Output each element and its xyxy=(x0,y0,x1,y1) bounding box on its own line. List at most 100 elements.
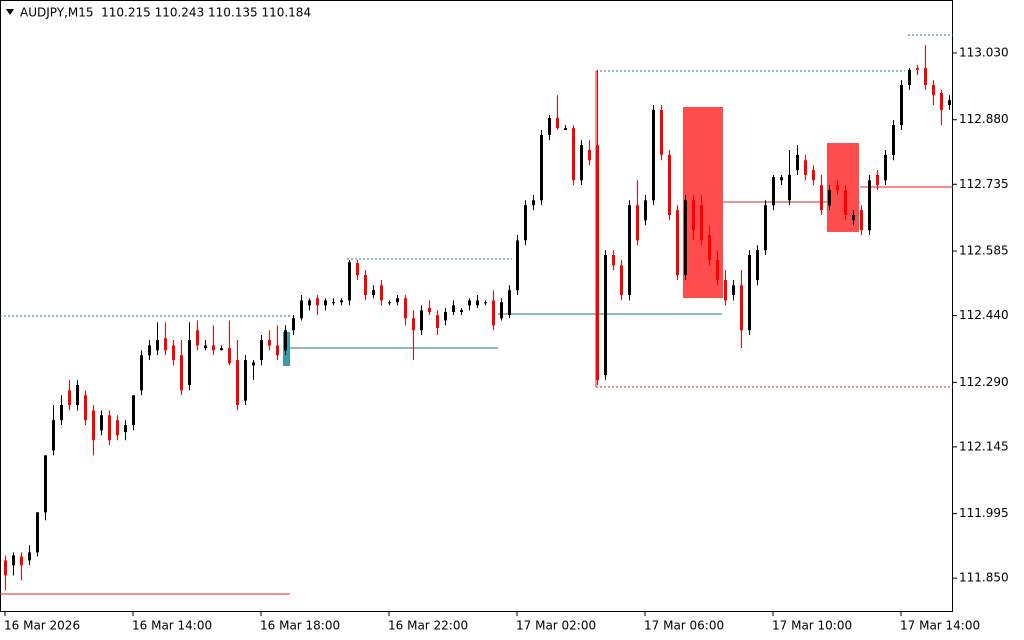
candle-body xyxy=(852,214,855,221)
candle-body xyxy=(84,395,87,421)
candle-body xyxy=(340,300,343,303)
candle-body xyxy=(604,255,607,376)
candle-body xyxy=(412,318,415,331)
candle-body xyxy=(364,275,367,296)
candle-body xyxy=(500,302,503,319)
candle-body xyxy=(52,420,55,451)
plot-frame xyxy=(0,0,953,612)
candle-body xyxy=(828,190,831,206)
candle-body xyxy=(260,340,263,361)
candle-body xyxy=(588,149,591,161)
candle-body xyxy=(76,385,79,406)
candle-body xyxy=(660,109,663,155)
candle-body xyxy=(44,455,47,513)
candle-body xyxy=(940,93,943,110)
candle-body xyxy=(196,330,199,346)
candle-body xyxy=(692,200,695,231)
candle-body xyxy=(172,345,175,361)
candle-body xyxy=(356,263,359,276)
candle-body xyxy=(508,290,511,316)
candle-body xyxy=(132,395,135,426)
candle-body xyxy=(20,556,23,566)
candle-body xyxy=(916,68,919,70)
y-tick-label: 112.735 xyxy=(959,177,1009,191)
y-tick-label: 113.030 xyxy=(959,45,1009,59)
candle-body xyxy=(188,340,191,386)
candle-body xyxy=(108,415,111,441)
candle-body xyxy=(404,298,407,319)
candle-body xyxy=(388,302,391,304)
candle-body xyxy=(156,340,159,351)
candle-body xyxy=(116,420,119,436)
candle-body xyxy=(492,300,495,326)
candle-body xyxy=(244,360,247,401)
x-tick-label: 16 Mar 2026 xyxy=(4,619,80,633)
candle-body xyxy=(68,390,71,406)
candle-body xyxy=(164,338,167,351)
candle-body xyxy=(452,305,455,313)
candle-body xyxy=(684,200,687,276)
candle-body xyxy=(332,302,335,304)
candle-body xyxy=(564,128,567,130)
x-tick-label: 17 Mar 06:00 xyxy=(644,619,724,633)
candle-body xyxy=(204,345,207,349)
candle-body xyxy=(60,405,63,421)
menu-arrow[interactable] xyxy=(6,9,14,15)
candle-body xyxy=(876,174,879,186)
candle-body xyxy=(444,312,447,321)
candle-body xyxy=(652,109,655,201)
candle-body xyxy=(324,300,327,306)
candle-body xyxy=(900,85,903,126)
candle-body xyxy=(396,298,399,303)
x-tick-label: 16 Mar 22:00 xyxy=(388,619,468,633)
candle-body xyxy=(36,512,39,553)
candle-body xyxy=(316,298,319,306)
y-tick-label: 111.995 xyxy=(959,506,1009,520)
candle-body xyxy=(804,160,807,175)
candle-body xyxy=(436,315,439,329)
candle-body xyxy=(28,552,31,561)
candle-body xyxy=(220,348,223,351)
candle-body xyxy=(844,190,847,215)
candle-body xyxy=(292,318,295,331)
candle-body xyxy=(644,200,647,221)
candle-body xyxy=(708,235,711,260)
candle-body xyxy=(212,345,215,351)
candle-body xyxy=(524,205,527,241)
x-tick-label: 16 Mar 18:00 xyxy=(260,619,340,633)
candle-body xyxy=(556,117,559,129)
candle-body xyxy=(732,285,735,296)
candle-body xyxy=(756,250,759,280)
candle-body xyxy=(348,262,351,301)
candle-body xyxy=(788,174,791,201)
candle-body xyxy=(764,205,767,251)
candle-body xyxy=(700,205,703,241)
candle-body xyxy=(740,285,743,331)
candle-body xyxy=(820,185,823,211)
candle-body xyxy=(476,300,479,306)
candle-body xyxy=(148,345,151,356)
candle-body xyxy=(596,145,599,381)
x-tick-label: 17 Mar 14:00 xyxy=(900,619,980,633)
candle-body xyxy=(580,145,583,181)
y-tick-label: 111.850 xyxy=(959,571,1009,585)
y-tick-label: 112.880 xyxy=(959,112,1009,126)
candle-body xyxy=(676,210,679,276)
y-tick-label: 112.440 xyxy=(959,308,1009,322)
candle-body xyxy=(540,134,543,201)
candle-body xyxy=(628,205,631,296)
candle-body xyxy=(516,240,519,291)
candle-body xyxy=(180,355,183,391)
candle-body xyxy=(716,259,719,280)
candle-body xyxy=(924,68,927,86)
candle-body xyxy=(236,360,239,406)
candle-body xyxy=(4,560,7,576)
candle-body xyxy=(532,200,535,206)
candle-body xyxy=(380,285,383,301)
x-tick-label: 16 Mar 14:00 xyxy=(132,619,212,633)
candle-body xyxy=(836,185,839,191)
y-tick-label: 112.290 xyxy=(959,375,1009,389)
candle-body xyxy=(636,205,639,241)
